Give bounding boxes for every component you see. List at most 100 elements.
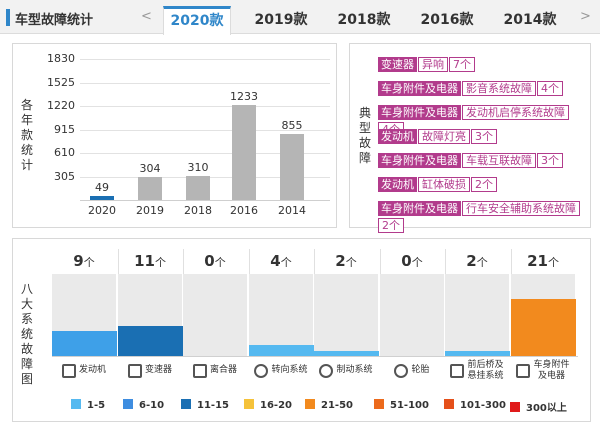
system-count-unit: 个 [547,256,559,269]
column-separator [314,249,315,274]
legend-item: 1-5 [71,399,105,411]
tab-2019[interactable]: 2019款 [254,12,308,28]
system-count-number: 0 [401,252,412,270]
label-char: 系 [20,312,33,326]
clutch-icon [192,363,207,378]
system-name: 前后桥及 悬挂系统 [467,360,503,382]
system-fill-bar[interactable] [52,331,117,356]
tab-next-arrow-icon[interactable]: > [580,9,591,24]
system-label[interactable]: 发动机 [52,358,116,383]
system-fill-bar[interactable] [249,345,314,356]
legend-swatch [374,399,384,409]
typical-faults-label: 典 型 故 障 [358,106,372,166]
system-fill-bar[interactable] [511,299,576,356]
fault-row[interactable]: 车身附件及电器 影音系统故障 4个 [378,79,583,96]
legend-swatch [305,399,315,409]
system-count-unit: 个 [83,256,95,269]
legend-item: 16-20 [244,399,292,411]
x-tick-label: 2014 [278,204,306,217]
system-count-8: 21个 [511,249,575,274]
legend-swatch [244,399,254,409]
system-count-7: 2个 [445,249,509,274]
bar-2019[interactable] [138,176,162,200]
fault-type-tag: 车载互联故障 [462,153,536,168]
system-name-line: 前后桥及 [467,359,504,370]
system-count-number: 11 [134,252,155,270]
tab-2020[interactable]: 2020款 [163,6,231,35]
system-name-line: 发动机 [78,365,106,375]
legend-label: 6-10 [139,400,165,411]
legend-item: 101-300 [444,399,506,411]
system-count-number: 9 [73,252,84,270]
fault-row[interactable]: 发动机 缸体破损 2个 [378,175,583,192]
system-count-number: 2 [466,252,477,270]
ylabel-char: 年 [20,113,33,127]
ylabel-char: 计 [20,158,33,172]
system-fill-bar[interactable] [314,351,379,356]
tire-icon [394,363,409,378]
fault-type-tag: 故障灯亮 [418,129,470,144]
systems-label: 八 大 系 统 故 障 图 [20,282,34,387]
fault-row[interactable]: 变速器 异响 7个 [378,55,583,72]
bar-2014[interactable] [280,134,304,200]
legend-swatch [444,399,454,409]
system-name-line: 转向系统 [271,365,308,375]
tab-2016[interactable]: 2016款 [420,12,474,28]
system-label[interactable]: 制动系统 [314,358,378,383]
bar-2016[interactable] [232,104,256,200]
system-column [314,274,379,356]
bar-value-label: 310 [187,161,209,175]
fault-row[interactable]: 发动机 故障灯亮 3个 [378,127,583,144]
fault-system-tag: 发动机 [378,129,417,144]
column-separator [445,249,446,274]
legend-item: 11-15 [181,399,229,411]
system-count-unit: 个 [345,256,357,269]
system-label[interactable]: 前后桥及 悬挂系统 [445,358,509,383]
legend-swatch [510,402,520,412]
system-name-line: 及电器 [537,370,565,381]
system-label[interactable]: 轮胎 [380,358,444,383]
fault-system-tag: 车身附件及电器 [378,105,461,120]
gridline [80,106,330,107]
system-count-number: 2 [335,252,346,270]
fault-row[interactable]: 车身附件及电器 行车安全辅助系统故障 2个 [378,199,583,233]
suspension-icon [450,363,465,378]
tab-2018[interactable]: 2018款 [337,12,391,28]
system-column [183,274,248,356]
system-name: 轮胎 [411,365,429,376]
x-tick-label: 2019 [136,204,164,217]
system-label[interactable]: 变速器 [118,358,182,383]
bar-2020[interactable] [90,196,114,200]
system-name-line: 制动系统 [336,365,373,375]
label-char: 大 [20,297,33,311]
legend-swatch [123,399,133,409]
legend-item: 51-100 [374,399,429,411]
system-fill-bar[interactable] [445,351,510,356]
system-count-4: 4个 [249,249,313,274]
system-label[interactable]: 转向系统 [249,358,313,383]
fault-count-tag: 3个 [537,153,563,168]
legend-item: 6-10 [123,399,164,411]
fault-row[interactable]: 车身附件及电器 车载互联故障 3个 [378,151,583,168]
column-separator [118,249,119,274]
system-count-unit: 个 [411,256,423,269]
system-fill-bar[interactable] [118,326,183,356]
tab-prev-arrow-icon[interactable]: < [141,9,152,24]
x-axis-line [80,200,330,201]
system-count-5: 2个 [314,249,378,274]
system-name: 车身附件 及电器 [533,360,569,382]
fault-system-tag: 变速器 [378,57,417,72]
ylabel-char: 款 [20,128,33,142]
fault-count-tag: 7个 [449,57,475,72]
bar-value-label: 304 [139,161,161,175]
legend-item: 21-50 [305,399,353,411]
x-tick-label: 2016 [230,204,258,217]
bar-2018[interactable] [186,176,210,200]
tab-2014[interactable]: 2014款 [503,12,557,28]
label-char: 故 [20,342,33,356]
fault-count-tag: 2个 [378,218,404,233]
system-label[interactable]: 离合器 [183,358,247,383]
legend-swatch [181,399,191,409]
system-label[interactable]: 车身附件 及电器 [511,358,575,383]
label-char: 故 [358,136,371,150]
